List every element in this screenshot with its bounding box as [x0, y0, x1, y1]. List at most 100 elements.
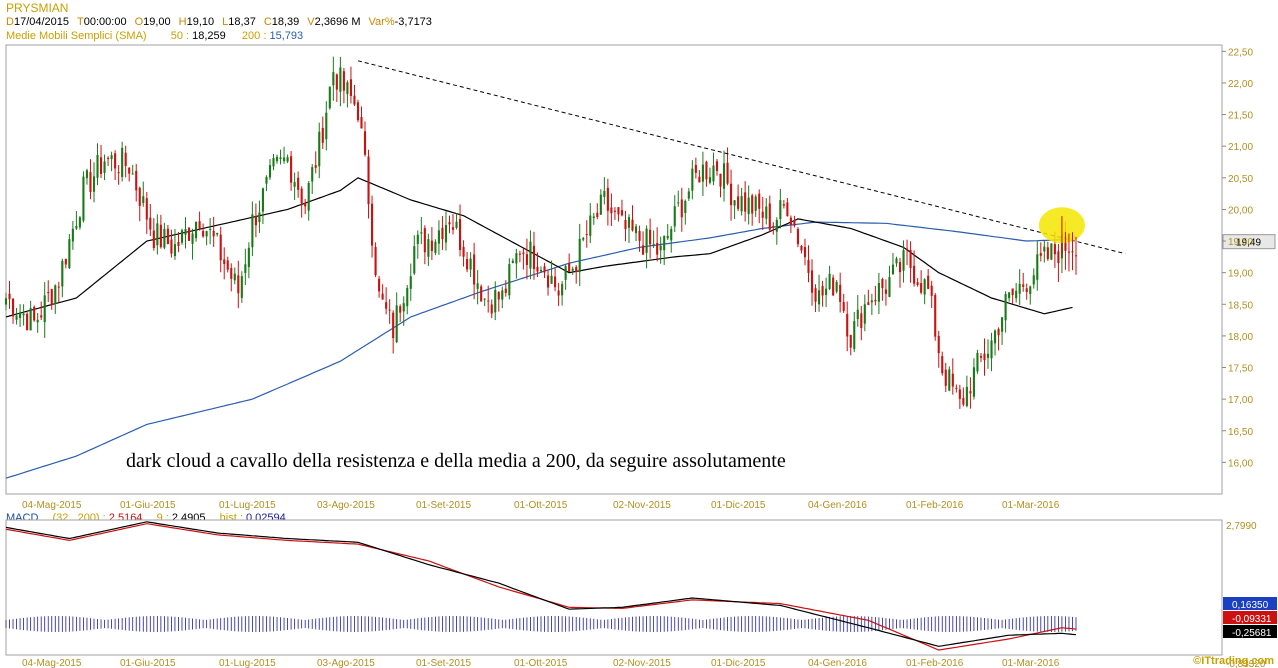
candle-body	[47, 292, 50, 294]
candle-body	[191, 233, 194, 244]
candle-body	[853, 321, 856, 349]
candle-body	[85, 170, 89, 179]
candle-body	[941, 356, 944, 374]
y-tick-label: 18,50	[1228, 300, 1253, 311]
candle-body	[353, 95, 356, 105]
candle-body	[874, 299, 877, 302]
sma200-value: 15,793	[269, 30, 304, 42]
candle-body	[951, 373, 954, 387]
candle-body	[441, 227, 444, 240]
candle-body	[708, 177, 712, 183]
x-tick-label: 01-Set-2015	[416, 500, 471, 511]
candle-body	[754, 196, 757, 211]
candle-body	[254, 216, 257, 226]
x-tick-label: 04-Mag-2015	[22, 500, 82, 511]
candle-body	[156, 223, 159, 246]
candle-body	[765, 206, 768, 219]
candle-body	[293, 182, 296, 187]
candle-body	[395, 305, 398, 343]
candle-body	[747, 197, 750, 215]
y-tick-label: 16,50	[1228, 427, 1253, 438]
ohlc-readout: D17/04/2015 T00:00:00 O19,00 H19,10 L18,37 C1…	[6, 16, 440, 29]
candle-body	[110, 155, 113, 159]
candle-body	[469, 258, 472, 270]
candle-body	[381, 293, 384, 300]
ohlc-key: L	[222, 16, 229, 28]
candle-body	[944, 369, 947, 386]
candle-body	[332, 72, 335, 86]
watermark: ©ITtrading.com	[1193, 655, 1274, 667]
candle-body	[346, 82, 349, 95]
candle-body	[578, 238, 581, 273]
candle-body	[525, 254, 528, 265]
candle-body	[54, 285, 57, 304]
candle-body	[272, 157, 275, 167]
candle-body	[68, 239, 71, 269]
candle-body	[543, 266, 546, 273]
candle-body	[420, 232, 423, 234]
candle-body	[656, 242, 659, 255]
candle-body	[659, 245, 662, 251]
candle-body	[166, 228, 169, 245]
candle-body	[895, 258, 898, 264]
candle-body	[237, 275, 240, 294]
candle-body	[603, 190, 606, 197]
candle-body	[712, 165, 715, 182]
candle-body	[40, 315, 43, 318]
candle-body	[905, 248, 909, 251]
candle-body	[363, 131, 367, 155]
candle-body	[673, 206, 676, 227]
candle-body	[610, 207, 613, 214]
candle-body	[451, 227, 455, 230]
candle-body	[15, 315, 18, 320]
candle-body	[388, 309, 391, 311]
candle-body	[399, 306, 402, 313]
ohlc-value: 18,39	[271, 16, 300, 28]
candle-body	[592, 216, 595, 219]
candle-body	[434, 241, 437, 253]
candle-body	[677, 202, 680, 204]
candle-body	[979, 355, 983, 358]
candle-body	[849, 334, 852, 348]
macd-x-tick-label: 01-Mar-2016	[1002, 658, 1060, 668]
y-tick-label: 20,50	[1228, 174, 1253, 185]
x-tick-label: 01-Mar-2016	[1002, 500, 1060, 511]
candle-body	[835, 281, 838, 292]
candle-body	[82, 176, 85, 221]
macd-x-tick-label: 01-Giu-2015	[120, 658, 176, 668]
candle-body	[50, 289, 53, 306]
candle-body	[26, 313, 29, 331]
x-tick-label: 01-Ott-2015	[514, 500, 568, 511]
candle-body	[680, 199, 683, 218]
macd-x-tick-label: 01-Set-2015	[416, 658, 471, 668]
candle-body	[599, 194, 602, 215]
candle-body	[1008, 292, 1011, 299]
candle-body	[430, 240, 433, 251]
x-tick-label: 03-Ago-2015	[317, 500, 375, 511]
macd-y-max: 2,7990	[1226, 521, 1257, 532]
candle-body	[934, 295, 937, 337]
candle-body	[684, 200, 687, 213]
y-tick-label: 21,00	[1228, 142, 1253, 153]
candle-body	[427, 239, 430, 257]
candle-body	[455, 221, 458, 228]
candle-body	[339, 67, 342, 92]
candle-body	[138, 187, 141, 206]
candle-body	[722, 163, 726, 189]
candle-body	[796, 228, 799, 245]
candle-body	[740, 196, 743, 212]
candle-body	[64, 258, 67, 265]
x-tick-label: 01-Giu-2015	[120, 500, 176, 511]
candle-body	[244, 264, 247, 274]
candle-body	[114, 153, 117, 169]
candle-body	[663, 235, 666, 251]
candle-body	[501, 290, 504, 300]
candle-body	[744, 192, 747, 212]
candle-body	[571, 268, 574, 271]
candle-body	[22, 313, 25, 316]
candle-body	[360, 117, 363, 129]
candle-body	[948, 369, 951, 391]
chart-frames	[5, 44, 1223, 656]
y-tick-label: 19,50	[1228, 237, 1253, 248]
candle-body	[550, 275, 553, 284]
